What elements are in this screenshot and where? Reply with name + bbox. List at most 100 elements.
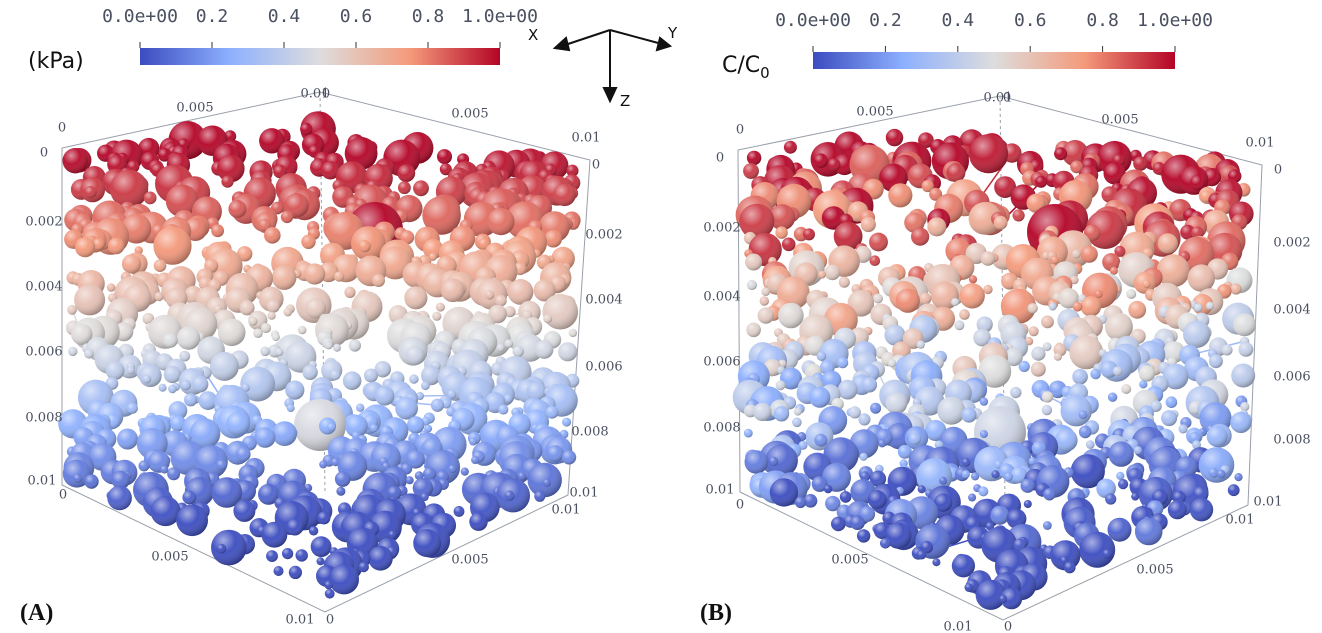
pore-shading — [840, 491, 852, 503]
pore-shading — [1004, 473, 1013, 482]
pore-shading — [761, 287, 770, 296]
pore-shading — [792, 418, 802, 428]
pore-shading — [107, 283, 116, 292]
pore-shading — [167, 467, 180, 480]
pore-shading — [289, 566, 302, 579]
pore-shading — [159, 384, 167, 392]
pore-shading — [1135, 518, 1163, 546]
pore-shading — [168, 385, 177, 394]
pore-shading — [837, 357, 848, 368]
pore-shading — [1139, 365, 1155, 381]
pore-shading — [498, 404, 508, 414]
pore-shading — [991, 470, 999, 478]
pore-shading — [487, 208, 514, 235]
pore-shading — [1118, 479, 1128, 489]
pore-shading — [107, 486, 132, 511]
pore-shading — [255, 427, 276, 448]
pore-shading — [1079, 410, 1088, 419]
axis-tick-label: 0.005 — [151, 550, 188, 565]
axis-tick-label: 0 — [1003, 91, 1011, 106]
pore-shading — [1028, 303, 1038, 313]
pore-shading — [1095, 290, 1103, 298]
pore-shading — [1222, 345, 1233, 356]
pore-shading — [1133, 156, 1147, 170]
pore-shading — [272, 333, 280, 341]
pore-shading — [513, 346, 524, 357]
pore-shading — [260, 347, 270, 357]
pore-shading — [461, 468, 469, 476]
axis-tick-label: 0.01 — [572, 131, 601, 146]
pore-shading — [67, 305, 77, 315]
pore-shading — [850, 515, 865, 530]
pore-shading — [1031, 362, 1046, 377]
pore-shading — [344, 287, 355, 298]
axis-tick-label: 0.008 — [25, 411, 62, 426]
pore-shading — [960, 283, 985, 308]
pore-shading — [1231, 364, 1255, 388]
axis-tick-label: 0 — [58, 121, 66, 136]
pore-shading — [211, 530, 247, 566]
axis-tick-label: 0.005 — [1101, 113, 1138, 128]
pore-shading — [1134, 446, 1142, 454]
axis-tick-label: 0.004 — [585, 293, 622, 308]
pore-shading — [281, 211, 293, 223]
pore-shading — [407, 416, 424, 433]
pore-shading — [1031, 347, 1045, 361]
pore-shading — [770, 478, 798, 506]
pore-shading — [858, 413, 870, 425]
pore-shading — [1168, 500, 1187, 519]
pore-shading — [1131, 493, 1139, 501]
pore-shading — [535, 340, 554, 359]
axis-z-label: Z — [620, 92, 630, 110]
pore-shading — [370, 424, 378, 432]
pore-shading — [448, 465, 456, 473]
pore-shading — [1108, 518, 1132, 542]
pore-shading — [441, 278, 465, 302]
pore-shading — [1054, 353, 1062, 361]
pore-shading — [266, 550, 278, 562]
pore-shading — [431, 399, 444, 412]
pore-shading — [1234, 473, 1242, 481]
pore-shading — [569, 329, 577, 337]
pore-shading — [388, 531, 396, 539]
pore-shading — [85, 186, 97, 198]
pore-shading — [127, 366, 135, 374]
pore-shading — [1024, 500, 1032, 508]
pore-shading — [862, 377, 877, 392]
pore-shading — [743, 163, 759, 179]
pore-shading — [327, 423, 335, 431]
pore-shading — [154, 259, 167, 272]
pore-shading — [436, 303, 445, 312]
pore-shading — [937, 397, 965, 425]
pore-shading — [1188, 264, 1215, 291]
pore-shading — [228, 200, 246, 218]
colorbar-tick-label: 0.8 — [1086, 10, 1119, 31]
pore-shading — [838, 380, 858, 400]
pore-shading — [1021, 479, 1035, 493]
pore-shading — [304, 263, 325, 284]
pore-shading — [1209, 354, 1223, 368]
pore-shading — [980, 430, 988, 438]
pore-shading — [1207, 426, 1228, 447]
pore-shading — [562, 418, 571, 427]
pore-shading — [406, 346, 425, 365]
pore-shading — [784, 141, 797, 154]
pore-shading — [1228, 484, 1240, 496]
pore-shading — [262, 522, 288, 548]
pore-shading — [951, 298, 959, 306]
pore-shading — [562, 450, 576, 464]
axis-tick-label: 0 — [40, 146, 48, 161]
pore-shading — [368, 546, 393, 571]
pore-shading — [909, 433, 921, 445]
pore-shading — [886, 392, 908, 414]
pore-shading — [873, 294, 883, 304]
axis-tick-label: 0.008 — [703, 421, 740, 436]
pore-shading — [981, 251, 996, 266]
pore-shading — [1064, 562, 1076, 574]
pore-shading — [1166, 396, 1178, 408]
pore-shading — [325, 589, 335, 599]
pore-shading — [284, 308, 293, 317]
colorbar-tick-label: 0.4 — [942, 10, 975, 31]
colorbar — [813, 52, 1175, 69]
pore-shading — [758, 307, 774, 323]
